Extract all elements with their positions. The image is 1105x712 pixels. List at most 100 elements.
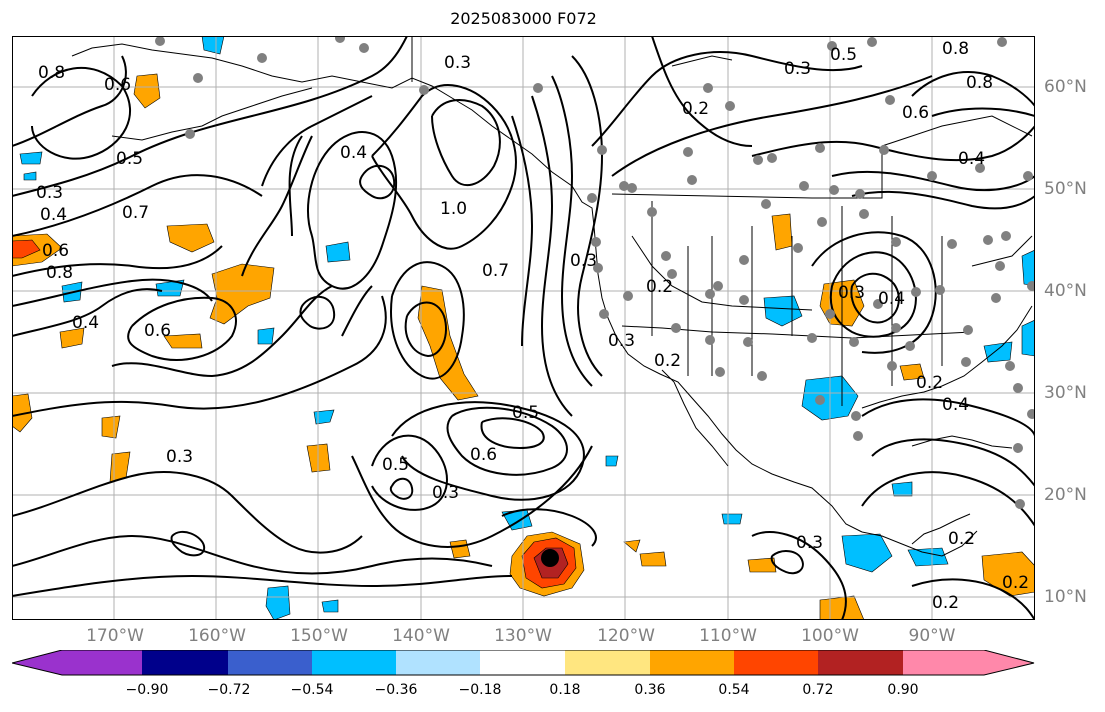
shade-blue xyxy=(721,513,743,525)
contour-label: 0.4 xyxy=(40,205,67,225)
contour-label: 0.3 xyxy=(784,59,811,79)
shade-orange xyxy=(623,539,641,553)
colorbar-cell xyxy=(734,650,818,675)
contour-lines xyxy=(12,36,1035,620)
shade-red xyxy=(12,239,41,259)
shade-blue xyxy=(23,171,37,181)
lon-label: 170°W xyxy=(86,626,144,646)
shade-orange xyxy=(12,393,33,433)
contour-label: 0.6 xyxy=(470,445,497,465)
contour-label: 0.3 xyxy=(838,283,865,303)
contour-label: 0.6 xyxy=(42,241,69,261)
contour-label: 1.0 xyxy=(440,199,467,219)
contour-label: 0.2 xyxy=(654,351,681,371)
lat-label: 40°N xyxy=(1044,281,1087,301)
colorbar-tick: 0.72 xyxy=(802,682,834,698)
contour-label: 0.2 xyxy=(1002,573,1029,593)
colorbar-tick: 0.54 xyxy=(718,682,750,698)
lon-label: 130°W xyxy=(494,626,552,646)
contour-label: 0.6 xyxy=(144,321,171,341)
contour-label: 0.8 xyxy=(38,63,65,83)
colorbar-tick: −0.18 xyxy=(458,682,502,698)
contour-label: 0.3 xyxy=(166,447,193,467)
shade-blue xyxy=(1021,319,1035,357)
contour-label: 0.2 xyxy=(932,593,959,613)
contour-label: 0.5 xyxy=(830,45,857,65)
map-panel: 0.3 0.5 0.8 0.8 0.8 0.6 0.5 0.3 0.4 0.6 … xyxy=(12,36,1035,620)
contour-label: 0.2 xyxy=(948,529,975,549)
contour-label: 0.3 xyxy=(36,183,63,203)
colorbar-cell xyxy=(818,650,903,675)
contour-label: 0.5 xyxy=(116,149,143,169)
lon-label: 100°W xyxy=(801,626,859,646)
shade-blue xyxy=(983,341,1013,363)
colorbar-tick: −0.54 xyxy=(290,682,334,698)
lon-label: 160°W xyxy=(188,626,246,646)
colorbar-cell xyxy=(480,650,565,675)
contour-label: 0.6 xyxy=(902,103,929,123)
shade-blue xyxy=(1021,249,1035,287)
shade-orange xyxy=(166,223,215,253)
contour-label: 0.7 xyxy=(122,203,149,223)
colorbar-tick: −0.90 xyxy=(125,682,169,698)
contour-label: 0.3 xyxy=(570,251,597,271)
contour-label: 0.3 xyxy=(444,53,471,73)
contour-label: 0.8 xyxy=(966,73,993,93)
contour-label: 0.8 xyxy=(942,39,969,59)
contour-label: 0.3 xyxy=(608,331,635,351)
contour-label: 0.4 xyxy=(72,313,99,333)
shade-orange xyxy=(639,551,667,567)
contour-label: 0.3 xyxy=(796,533,823,553)
shade-blue xyxy=(325,241,351,263)
contour-label: 0.2 xyxy=(682,99,709,119)
shade-orange xyxy=(59,327,85,349)
shade-orange xyxy=(133,73,161,109)
contour-label: 0.6 xyxy=(104,75,131,95)
shade-blue xyxy=(313,409,335,425)
shade-blue xyxy=(19,151,43,165)
lon-label: 120°W xyxy=(597,626,655,646)
colorbar-tick: 0.90 xyxy=(887,682,919,698)
shade-blue xyxy=(321,599,339,613)
shade-blue xyxy=(201,36,225,55)
colorbar-tick: −0.36 xyxy=(374,682,418,698)
contour-label: 0.4 xyxy=(942,395,969,415)
colorbar-cell xyxy=(12,650,142,675)
contour-label: 0.4 xyxy=(340,143,367,163)
lat-label: 50°N xyxy=(1044,179,1087,199)
shade-blue xyxy=(907,547,949,567)
contour-label: 0.2 xyxy=(646,277,673,297)
colorbar-cell xyxy=(650,650,734,675)
lon-label: 110°W xyxy=(699,626,757,646)
contour-label: 0.4 xyxy=(878,289,905,309)
shade-orange xyxy=(981,551,1035,597)
lon-label: 140°W xyxy=(392,626,450,646)
shade-blue xyxy=(605,455,619,467)
contour-label: 0.2 xyxy=(916,373,943,393)
shade-orange xyxy=(209,263,275,325)
shade-blue xyxy=(265,585,291,620)
colorbar-cell xyxy=(312,650,396,675)
colorbar-cell xyxy=(142,650,228,675)
contour-label: 0.7 xyxy=(482,261,509,281)
map-title: 2025083000 F072 xyxy=(450,9,597,28)
contour-label-layer: 0.3 0.5 0.8 0.8 0.8 0.6 0.5 0.3 0.4 0.6 … xyxy=(36,39,1029,613)
contour-label: 0.3 xyxy=(432,483,459,503)
lat-label: 60°N xyxy=(1044,77,1087,97)
shade-blue xyxy=(257,327,275,345)
storm-center-marker xyxy=(541,549,559,567)
contour-label: 0.5 xyxy=(382,455,409,475)
shade-orange xyxy=(899,363,925,381)
graticule xyxy=(12,36,1035,620)
station-dots xyxy=(155,36,1035,509)
shade-blue xyxy=(891,481,913,497)
colorbar-cell xyxy=(228,650,312,675)
shade-orange xyxy=(747,557,777,573)
colorbar-cell xyxy=(903,650,1034,675)
colorbar-tick: 0.18 xyxy=(549,682,581,698)
contour-label: 0.5 xyxy=(512,403,539,423)
contour-label: 0.8 xyxy=(46,263,73,283)
lon-label: 90°W xyxy=(908,626,956,646)
colorbar-cell xyxy=(565,650,650,675)
lon-label: 150°W xyxy=(290,626,348,646)
